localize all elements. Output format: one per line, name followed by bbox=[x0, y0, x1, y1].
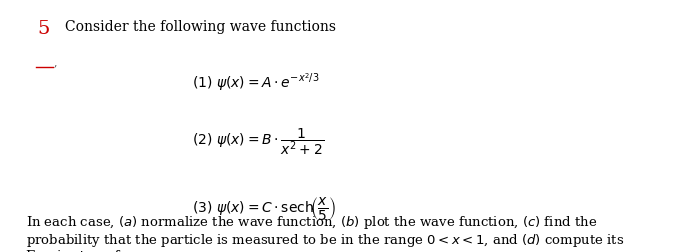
Text: $(2)\ \psi(x) = B\cdot\dfrac{1}{x^2+2}$: $(2)\ \psi(x) = B\cdot\dfrac{1}{x^2+2}$ bbox=[193, 126, 324, 157]
Text: Consider the following wave functions: Consider the following wave functions bbox=[65, 20, 336, 34]
Text: probability that the particle is measured to be in the range $0 < x < 1$, and $(: probability that the particle is measure… bbox=[26, 232, 624, 249]
Text: In each case, $(a)$ normalize the wave function, $(b)$ plot the wave function, $: In each case, $(a)$ normalize the wave f… bbox=[26, 214, 598, 231]
Text: 5: 5 bbox=[38, 20, 50, 38]
Text: Fourier transform.: Fourier transform. bbox=[26, 250, 150, 252]
Text: $(1)\ \psi(x) = A\cdot e^{-x^2/3}$: $(1)\ \psi(x) = A\cdot e^{-x^2/3}$ bbox=[193, 72, 320, 93]
Text: ,: , bbox=[54, 57, 57, 67]
Text: $(3)\ \psi(x) = C\cdot\mathrm{sech}\!\left(\dfrac{x}{5}\right)$: $(3)\ \psi(x) = C\cdot\mathrm{sech}\!\le… bbox=[193, 195, 336, 222]
